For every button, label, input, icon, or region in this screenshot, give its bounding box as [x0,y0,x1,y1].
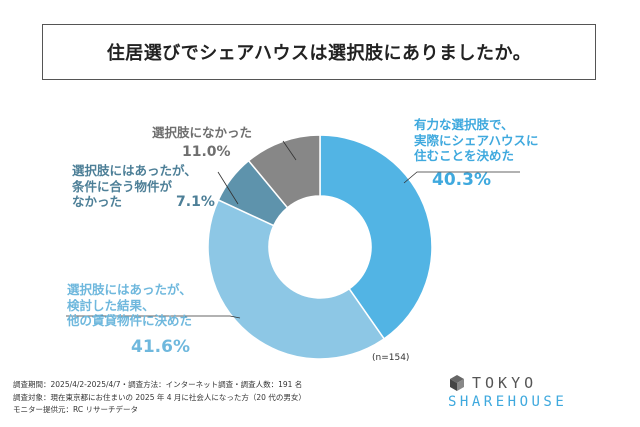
chart-title: 住居選びでシェアハウスは選択肢にありましたか。 [106,43,532,64]
slice-decided-sharehouse [319,134,433,340]
survey-target: 調査対象：現在東京都にお住まいの 2025 年 4 月に社会人になった方（20 … [13,392,306,402]
leader-line-other-rental [66,315,241,319]
leader-line-decided-sharehouse [403,171,520,184]
slice-value-label: 40.3% [432,169,491,190]
slice-label-line: 実際にシェアハウスに [414,132,539,148]
slice-label-other-rental: 選択肢にはあったが、 検討した結果、 他の賃貸物件に決めた 41.6% [67,282,192,358]
sample-size-note: (n=154) [372,353,410,363]
survey-period: 調査期間：2025/4/2-2025/4/7・調査方法：インターネット調査・調査… [13,380,303,389]
slice-value-label: 41.6% [131,336,190,357]
tokyo-sharehouse-logo: TOKYO SHAREHOUSE [448,372,598,412]
slice-value-label: 7.1% [176,194,215,211]
slice-label-line: 選択肢になかった [152,125,253,140]
slice-label-decided-sharehouse: 有力な選択肢で、 実際にシェアハウスに 住むことを決めた 40.3% [414,117,539,191]
slice-label-line: 検討した結果、 [67,297,155,313]
survey-footer: 調査期間：2025/4/2-2025/4/7・調査方法：インターネット調査・調査… [13,379,306,417]
slice-value-label: 11.0% [182,143,231,160]
slice-not-option [247,134,321,209]
leader-line-no-match [217,171,239,205]
cube-icon [450,375,464,391]
slice-other-rental [207,198,386,360]
slice-label-line: 選択肢にはあったが、 [72,163,197,178]
slice-label-line: 住むことを決めた [414,148,515,164]
slice-label-line: 選択肢にはあったが、 [67,282,192,297]
slice-label-line: なかった [72,194,123,210]
slice-label-line: 条件に合う物件が [72,178,173,194]
slice-label-line: 他の賃貸物件に決めた [67,313,193,329]
leader-line-not-option [282,140,297,161]
logo-line-1: TOKYO [472,374,538,392]
survey-provider: モニター提供元：RC リサーチデータ [13,405,138,414]
slice-label-not-option: 選択肢になかった 11.0% [152,125,252,161]
logo-line-2: SHAREHOUSE [448,394,568,410]
slice-label-line: 有力な選択肢で、 [414,117,514,132]
slice-label-no-match: 選択肢にはあったが、 条件に合う物件が なかった 7.1% [72,163,215,212]
chart-title-box: 住居選びでシェアハウスは選択肢にありましたか。 [42,24,596,80]
